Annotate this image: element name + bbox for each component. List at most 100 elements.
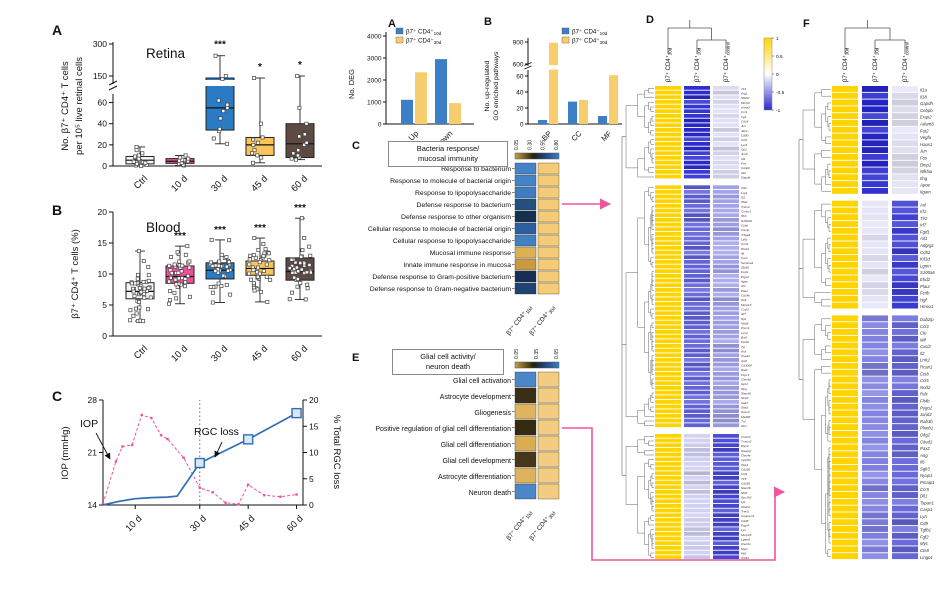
svg-text:10 d: 10 d [169, 343, 190, 364]
svg-text:Sgk3: Sgk3 [920, 466, 930, 471]
svg-text:0.80: 0.80 [554, 140, 560, 150]
svg-text:Gp2: Gp2 [741, 147, 747, 151]
svg-text:Junb: Junb [741, 152, 748, 156]
svg-text:IOP (mmHg): IOP (mmHg) [60, 426, 71, 479]
svg-text:60: 60 [516, 74, 524, 81]
svg-text:Defense response to Gram-negat: Defense response to Gram-negative bacter… [370, 286, 512, 293]
svg-text:Jak2: Jak2 [741, 129, 748, 133]
svg-text:10 d: 10 d [169, 173, 190, 194]
svg-text:Cfla: Cfla [741, 186, 747, 190]
svg-text:Fcgr3: Fcgr3 [741, 373, 749, 377]
svg-text:Plscr1: Plscr1 [741, 326, 750, 330]
svg-text:Cellular response to molecule: Cellular response to molecule of bacteri… [368, 226, 511, 233]
svg-text:Nfat5: Nfat5 [741, 321, 749, 325]
svg-text:Ang: Ang [919, 453, 928, 458]
svg-text:0: 0 [102, 331, 107, 341]
svg-text:Cxcl2: Cxcl2 [741, 307, 749, 311]
svg-text:Fut2: Fut2 [920, 128, 929, 133]
svg-text:Trerf1: Trerf1 [741, 509, 749, 513]
svg-text:60 d: 60 d [285, 513, 306, 534]
svg-text:Il27: Il27 [741, 312, 746, 316]
svg-text:Il1a: Il1a [920, 88, 928, 93]
svg-text:Jarid2: Jarid2 [919, 412, 932, 417]
svg-text:Ceacam1: Ceacam1 [741, 514, 755, 518]
svg-text:15: 15 [98, 238, 108, 248]
svg-text:GO enriched pathways: GO enriched pathways [493, 51, 500, 121]
svg-text:Tyr: Tyr [741, 345, 746, 349]
svg-text:Haus1: Haus1 [920, 142, 933, 147]
svg-text:20: 20 [98, 207, 108, 217]
svg-text:Plaur: Plaur [741, 289, 749, 293]
svg-text:21: 21 [88, 448, 98, 458]
svg-text:Mucosal immune response: Mucosal immune response [430, 250, 511, 257]
svg-text:40: 40 [98, 119, 108, 129]
svg-text:Cd14: Cd14 [741, 119, 749, 123]
svg-text:Dab2ip: Dab2ip [920, 317, 934, 322]
svg-text:Ccl5: Ccl5 [920, 378, 929, 383]
svg-text:Hgf: Hgf [920, 297, 927, 302]
svg-text:Hk3: Hk3 [741, 214, 747, 218]
svg-text:Astrocyte development: Astrocyte development [440, 394, 511, 401]
svg-text:30 d: 30 d [188, 513, 209, 534]
svg-text:20: 20 [309, 395, 319, 405]
svg-text:60: 60 [98, 98, 108, 108]
go-bar-svg: 0 20 40 60 600 900 No. up-regulated GO enriched… [484, 27, 622, 143]
bacteria-title-box: Bacteria response/ mucosal immunity [388, 141, 508, 167]
svg-text:60 d: 60 d [289, 343, 310, 364]
svg-text:Tspan1: Tspan1 [920, 500, 935, 505]
svg-text:Cd14b: Cd14b [741, 293, 750, 297]
svg-text:Irak3: Irak3 [741, 401, 748, 405]
svg-text:Cd52: Cd52 [920, 250, 931, 255]
panel-a-retina-boxplot: 0 20 40 60 150 300 No. β7⁺ CD4⁺ T cells per 10⁵… [8, 14, 330, 200]
svg-text:S100a6: S100a6 [920, 270, 935, 275]
svg-text:β7⁺ CD4⁺10d: β7⁺ CD4⁺10d [572, 29, 608, 37]
svg-text:Ccrl2: Ccrl2 [741, 242, 748, 246]
svg-text:Id1: Id1 [741, 157, 746, 161]
svg-text:Cd9: Cd9 [920, 521, 928, 526]
svg-text:Fos: Fos [741, 161, 747, 165]
box [285, 123, 315, 159]
svg-text:Dll1: Dll1 [920, 494, 928, 499]
svg-text:Neuron death: Neuron death [469, 490, 512, 497]
svg-text:***: *** [294, 203, 306, 214]
svg-text:Casp1: Casp1 [920, 507, 933, 512]
panel-f-label: F [803, 18, 810, 30]
svg-text:Bst2: Bst2 [741, 335, 747, 339]
svg-text:10 d: 10 d [124, 513, 145, 534]
svg-text:Jun: Jun [741, 124, 746, 128]
svg-text:Trilga3: Trilga3 [741, 233, 751, 237]
svg-text:Fgf2: Fgf2 [920, 534, 929, 539]
svg-text:Retina: Retina [146, 46, 186, 61]
svg-text:β7⁺ CD4⁺30d: β7⁺ CD4⁺30d [665, 47, 673, 82]
panel-b-label: B [52, 202, 63, 218]
svg-text:Cd300lf: Cd300lf [741, 363, 753, 367]
svg-text:Lgmn: Lgmn [920, 263, 931, 268]
svg-text:Tgfb1: Tgfb1 [920, 528, 932, 533]
svg-text:Ly6c: Ly6c [741, 237, 748, 241]
svg-text:Plod1: Plod1 [741, 247, 749, 251]
svg-text:300: 300 [93, 39, 107, 49]
svg-text:Fgd1: Fgd1 [920, 229, 930, 234]
svg-text:Defense response to bacterium: Defense response to bacterium [417, 202, 512, 209]
svg-text:β7⁺ CD4⁺30d: β7⁺ CD4⁺30d [842, 47, 850, 82]
svg-text:Hfa1: Hfa1 [741, 200, 748, 204]
glial-heatmap-svg: 0.05 0.35 0.65 Glial cell activation Astrocy… [375, 349, 560, 543]
svg-text:*: * [258, 62, 262, 73]
panel-mid-e-label: E [352, 352, 360, 364]
svg-text:Pmaip1: Pmaip1 [920, 480, 935, 485]
svg-text:0.05: 0.05 [514, 140, 520, 150]
glial-title-box: Glial cell activity/ neuron death [392, 349, 504, 375]
svg-text:Mmp13: Mmp13 [741, 303, 752, 307]
svg-text:Ifng: Ifng [920, 176, 928, 181]
svg-text:Nfkbiz: Nfkbiz [741, 96, 750, 100]
svg-text:Serpina1: Serpina1 [741, 261, 754, 265]
svg-text:***: *** [174, 231, 186, 242]
svg-text:Trem2: Trem2 [741, 205, 750, 209]
svg-text:0.35: 0.35 [534, 349, 540, 359]
svg-text:Gpr2: Gpr2 [741, 382, 748, 386]
svg-text:***: *** [254, 223, 266, 234]
svg-text:Aif1: Aif1 [919, 236, 928, 241]
svg-text:β7⁺ CD4⁺control: β7⁺ CD4⁺control [723, 42, 731, 82]
svg-text:***: *** [214, 40, 226, 51]
